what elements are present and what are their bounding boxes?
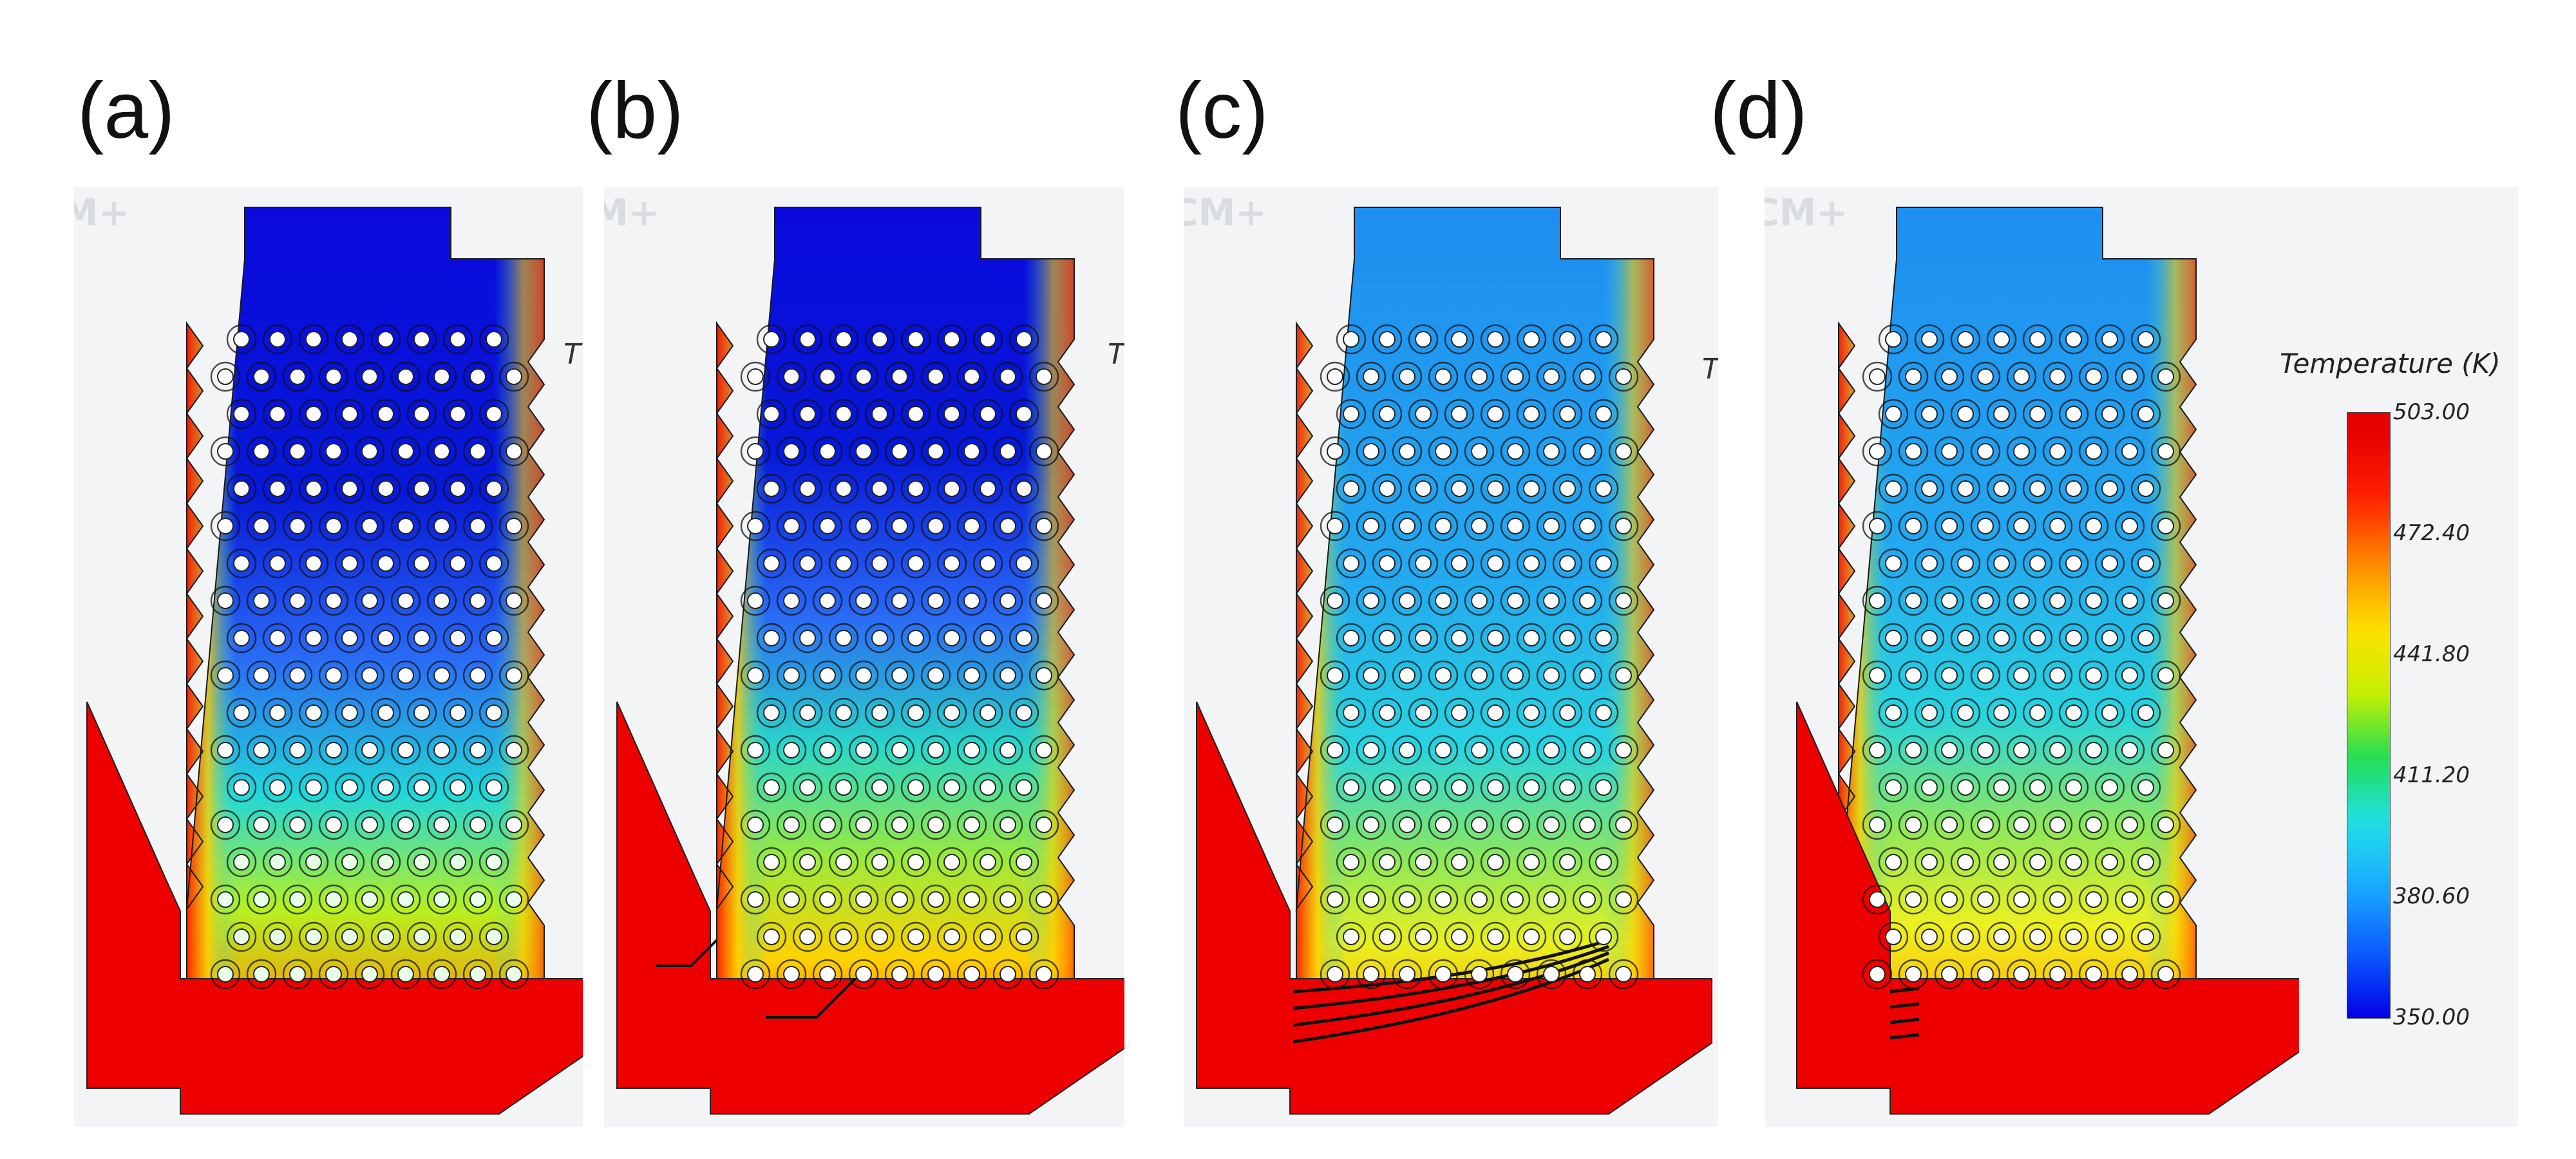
panel-label-b: (b) [586, 66, 684, 155]
watermark-text: CM+ [1184, 191, 1267, 234]
panel-label-c: (c) [1175, 66, 1269, 155]
watermark-text: CM+ [1765, 191, 1848, 234]
simulation-panel-b: M+ T [604, 187, 1124, 1127]
legend-tick-label: 503.00 [2393, 399, 2470, 425]
legend-tick-label: 380.60 [2393, 883, 2470, 909]
legend-tick-label: 411.20 [2393, 762, 2470, 788]
panel-label-d: (d) [1710, 66, 1808, 155]
clipped-label-text: T [564, 338, 581, 371]
legend-tick-label: 350.00 [2393, 1004, 2470, 1030]
watermark-text: M+ [604, 191, 660, 234]
legend-tick-label: 472.40 [2393, 520, 2470, 546]
legend-title: Temperature (K) [2280, 348, 2501, 379]
watermark-text: M+ [74, 191, 130, 234]
legend-tick-label: 441.80 [2393, 641, 2470, 667]
legend-color-bar [2347, 412, 2391, 1019]
simulation-panel-a: M+ T [74, 187, 583, 1127]
clipped-label-text: T [1108, 338, 1124, 371]
clipped-label-text: T [1702, 353, 1718, 386]
simulation-panel-c: CM+ T [1184, 187, 1718, 1127]
simulation-panel-d: CM+ [1765, 187, 2518, 1127]
temperature-legend: Temperature (K) 503.00 472.40 441.80 411… [2280, 348, 2501, 1037]
panel-label-a: (a) [77, 66, 175, 155]
